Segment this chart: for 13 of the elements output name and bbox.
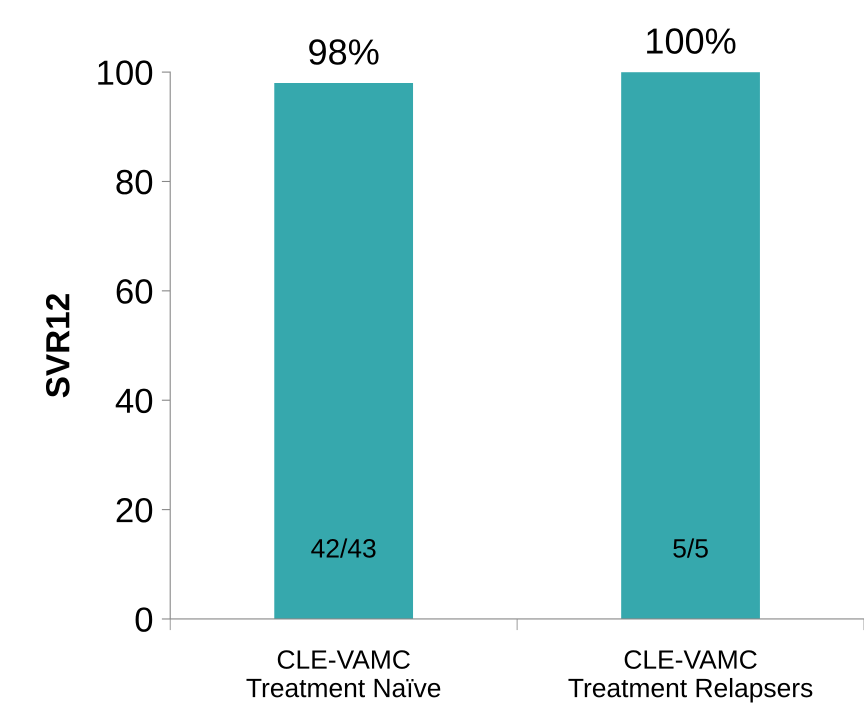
y-tick-label: 60 bbox=[116, 279, 152, 304]
annotation: 5/5 bbox=[673, 538, 708, 558]
y-tick-label: 20 bbox=[116, 498, 152, 523]
annotation: 42/43 bbox=[311, 538, 376, 558]
x-tick-label: CLE-VAMC Treatment Relapsers bbox=[568, 650, 812, 703]
data-label: 98% bbox=[309, 39, 379, 65]
x-tick-label: CLE-VAMC Treatment Naïve bbox=[246, 650, 440, 698]
y-tick-label: 0 bbox=[136, 607, 152, 632]
y-axis-title: SVR12 bbox=[46, 294, 70, 398]
y-tick-label: 40 bbox=[116, 388, 152, 414]
data-label: 100% bbox=[647, 28, 736, 54]
y-tick-label: 80 bbox=[116, 170, 152, 194]
y-tick-label: 100 bbox=[98, 60, 152, 86]
